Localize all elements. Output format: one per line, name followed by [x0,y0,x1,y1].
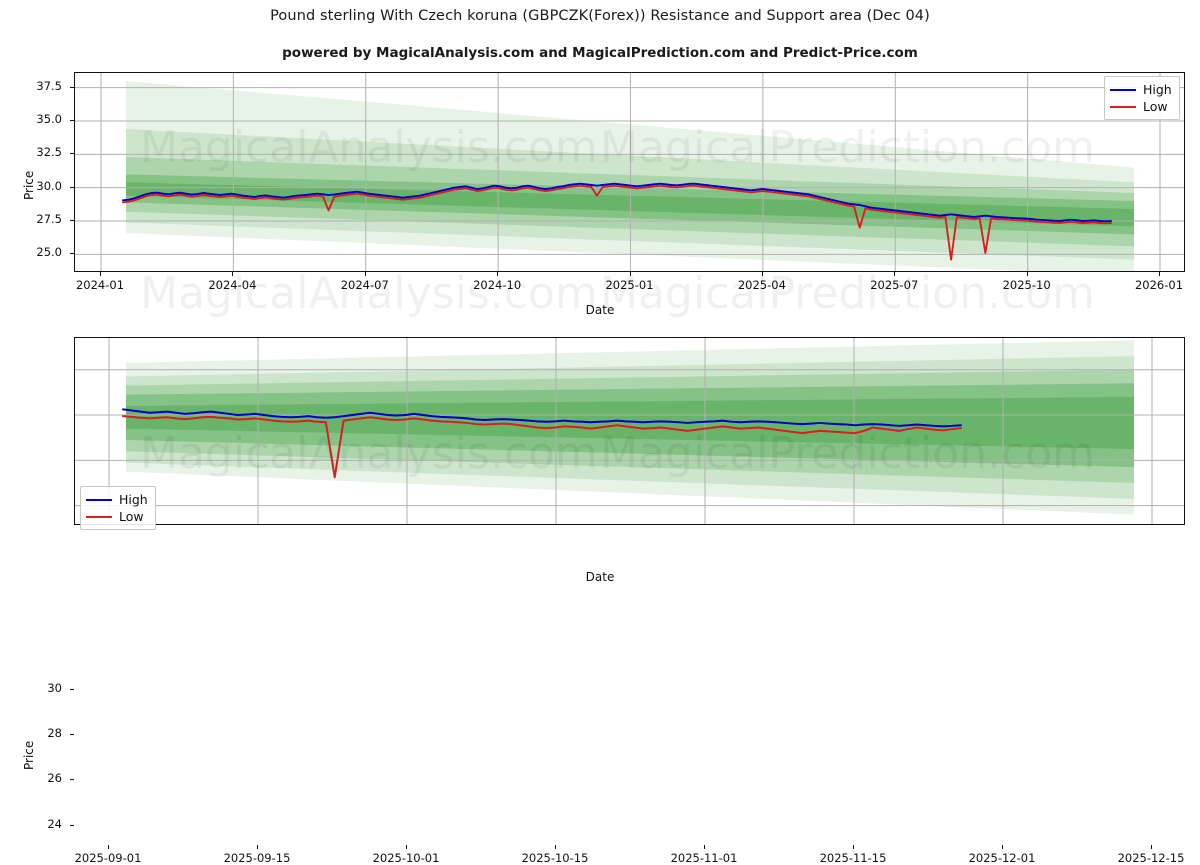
y-tick-mark [70,220,74,221]
y-tick-label: 30.0 [36,178,62,193]
page-subtitle: powered by MagicalAnalysis.com and Magic… [282,45,918,61]
x-tick-label: 2024-04 [208,278,257,292]
y-tick-mark [70,824,74,826]
x-tick-mark [1002,845,1003,849]
x-tick-label: 2025-09-01 [74,851,142,865]
y-tick-label: 27.5 [36,212,62,226]
legend-overview[interactable]: High Low [1104,76,1180,120]
x-tick-mark [257,845,258,849]
legend-line-low [86,515,112,518]
x-tick-label: 2025-01 [605,278,654,292]
x-tick-mark [761,272,763,276]
band-core [126,396,1134,449]
y-tick-label: 37.5 [36,78,62,93]
y-tick-label: 30 [47,680,62,695]
x-tick-mark [555,845,556,849]
x-tick-label: 2025-09-15 [223,851,291,865]
x-tick-mark [894,272,896,276]
y-tick-label: 28 [47,726,62,740]
x-tick-label: 2025-10-15 [521,851,589,865]
y-tick-label: 24 [47,816,62,831]
x-tick-label: 2025-11-01 [670,851,738,865]
x-axis-label-top: Date [585,303,615,317]
legend-item-low: Low [1110,98,1172,115]
y-tick-label: 35.0 [36,112,62,126]
plot-area-zoom[interactable] [74,337,1185,525]
series-line-high [122,182,1112,223]
y-tick-label: 26 [47,771,62,786]
x-tick-mark [108,845,109,849]
x-tick-label: 2025-11-15 [819,851,887,865]
chart-overview: Price MagicalAnalysis.com MagicalPredict… [0,0,1200,320]
x-tick-mark [497,272,499,276]
zoom-svg [75,338,1184,524]
y-tick-mark [70,253,74,255]
x-axis-label-bottom: Date [585,570,615,584]
legend-label-high: High [1143,82,1172,97]
legend-item-high: High [86,491,148,508]
y-tick-mark [70,734,74,735]
y-axis-label-bottom: Price [22,740,36,770]
y-tick-mark [70,779,74,781]
x-tick-label: 2024-07 [340,278,389,292]
x-tick-label: 2025-07 [870,278,919,292]
x-tick-label: 2025-12-01 [968,851,1036,865]
x-tick-mark [704,845,705,849]
x-tick-mark [232,272,234,276]
y-tick-label: 25.0 [36,245,62,260]
legend-label-high: High [119,492,148,507]
legend-line-low [1110,105,1136,108]
legend-label-low: Low [119,509,144,524]
x-tick-mark [853,845,854,849]
plot-area-overview[interactable] [74,72,1185,272]
legend-zoom[interactable]: High Low [80,486,156,530]
y-tick-mark [70,688,74,690]
x-tick-label: 2025-10-01 [372,851,440,865]
x-tick-mark [1026,272,1028,276]
y-tick-mark [70,120,74,121]
y-tick-mark [70,186,74,188]
x-tick-label: 2026-01 [1134,278,1184,292]
x-tick-label: 2025-04 [737,278,786,292]
x-tick-mark [364,272,366,276]
legend-item-high: High [1110,81,1172,98]
series-line-low [122,184,1112,261]
page-title: Pound sterling With Czech koruna (GBPCZK… [270,8,930,24]
x-tick-mark [406,845,407,849]
overview-svg [75,73,1184,271]
x-tick-mark [1159,272,1160,276]
x-tick-label: 2025-10 [1002,278,1051,292]
series-line-low [122,415,962,479]
series-line-high [122,408,962,428]
y-tick-mark [70,86,74,88]
x-tick-label: 2024-10 [473,278,522,292]
chart-zoom: Price MagicalAnalysis.com MagicalPredict… [0,320,1200,865]
legend-label-low: Low [1143,99,1168,114]
legend-line-high [86,498,112,501]
y-tick-mark [70,153,74,155]
legend-line-high [1110,88,1136,91]
x-tick-label: 2024-01 [75,278,125,292]
x-tick-mark [1151,845,1152,849]
x-tick-label: 2025-12-15 [1117,851,1185,865]
legend-item-low: Low [86,508,148,525]
x-tick-mark [100,272,101,276]
x-tick-mark [629,272,631,276]
y-tick-label: 32.5 [36,145,62,160]
